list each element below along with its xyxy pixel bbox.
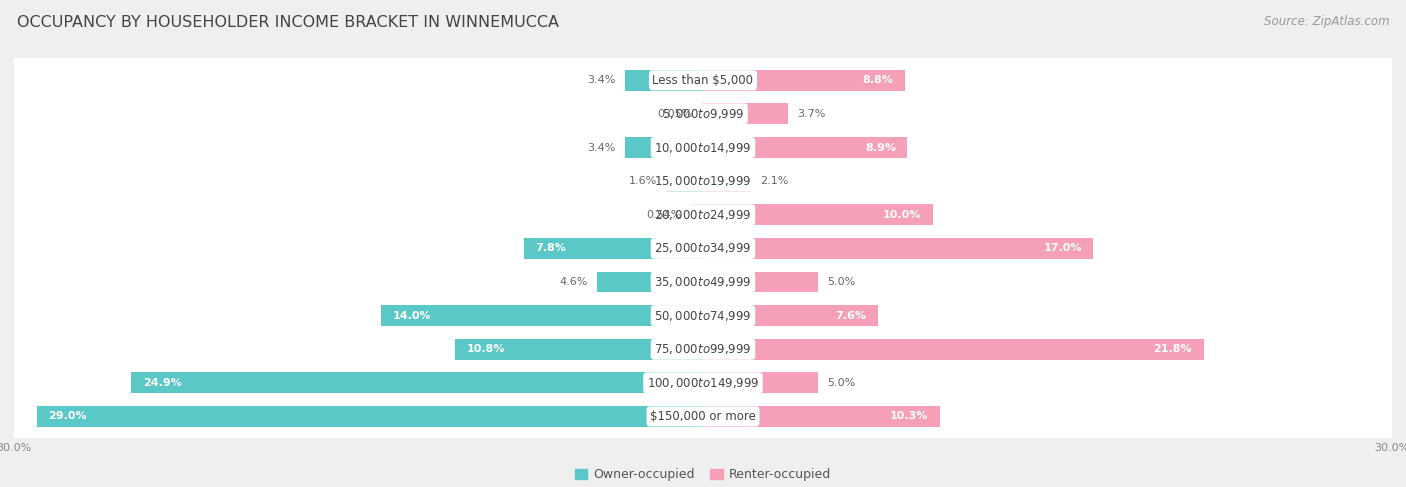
Text: $15,000 to $19,999: $15,000 to $19,999 [654,174,752,188]
Text: 0.54%: 0.54% [645,210,682,220]
Bar [703,339,1204,359]
Text: 17.0%: 17.0% [1043,244,1083,253]
Text: $150,000 or more: $150,000 or more [650,410,756,423]
Text: 8.9%: 8.9% [865,143,896,152]
Text: OCCUPANCY BY HOUSEHOLDER INCOME BRACKET IN WINNEMUCCA: OCCUPANCY BY HOUSEHOLDER INCOME BRACKET … [17,15,558,30]
Bar [703,70,905,91]
Text: 21.8%: 21.8% [1153,344,1192,354]
Text: Less than $5,000: Less than $5,000 [652,74,754,87]
Text: 29.0%: 29.0% [48,412,87,421]
Bar [703,205,932,225]
Text: $35,000 to $49,999: $35,000 to $49,999 [654,275,752,289]
Text: $50,000 to $74,999: $50,000 to $74,999 [654,309,752,322]
Text: 24.9%: 24.9% [142,378,181,388]
FancyBboxPatch shape [0,393,1406,440]
Bar [703,373,818,393]
Bar [456,339,703,359]
FancyBboxPatch shape [0,124,1406,171]
Bar [703,406,939,427]
Bar [37,406,703,427]
FancyBboxPatch shape [0,325,1406,373]
Text: $20,000 to $24,999: $20,000 to $24,999 [654,208,752,222]
Text: 14.0%: 14.0% [392,311,432,320]
Text: $10,000 to $14,999: $10,000 to $14,999 [654,141,752,154]
Text: 10.3%: 10.3% [890,412,928,421]
FancyBboxPatch shape [0,157,1406,205]
Bar [624,70,703,91]
Text: 3.4%: 3.4% [588,75,616,85]
Bar [703,272,818,292]
Bar [703,238,1094,259]
Bar [624,137,703,158]
Bar [381,305,703,326]
Text: 1.6%: 1.6% [628,176,657,186]
Text: $5,000 to $9,999: $5,000 to $9,999 [662,107,744,121]
Text: $100,000 to $149,999: $100,000 to $149,999 [647,376,759,390]
Text: 2.1%: 2.1% [761,176,789,186]
Text: 5.0%: 5.0% [827,378,855,388]
Bar [690,205,703,225]
FancyBboxPatch shape [0,90,1406,138]
Bar [524,238,703,259]
Bar [598,272,703,292]
FancyBboxPatch shape [0,191,1406,239]
Bar [703,103,787,124]
Text: $25,000 to $34,999: $25,000 to $34,999 [654,242,752,255]
Text: 8.8%: 8.8% [863,75,894,85]
Bar [131,373,703,393]
Legend: Owner-occupied, Renter-occupied: Owner-occupied, Renter-occupied [575,468,831,482]
FancyBboxPatch shape [0,258,1406,306]
Text: 3.4%: 3.4% [588,143,616,152]
Text: 7.8%: 7.8% [536,244,567,253]
Bar [666,171,703,191]
FancyBboxPatch shape [0,225,1406,272]
FancyBboxPatch shape [0,56,1406,104]
Text: 5.0%: 5.0% [827,277,855,287]
Text: 3.7%: 3.7% [797,109,825,119]
Bar [703,137,907,158]
Text: 7.6%: 7.6% [835,311,866,320]
Text: 4.6%: 4.6% [560,277,588,287]
Bar [703,305,877,326]
Text: 0.05%: 0.05% [658,109,693,119]
Text: 10.0%: 10.0% [883,210,921,220]
Bar [703,171,751,191]
FancyBboxPatch shape [0,359,1406,407]
Text: 10.8%: 10.8% [467,344,505,354]
Text: Source: ZipAtlas.com: Source: ZipAtlas.com [1264,15,1389,28]
FancyBboxPatch shape [0,292,1406,339]
Text: $75,000 to $99,999: $75,000 to $99,999 [654,342,752,356]
